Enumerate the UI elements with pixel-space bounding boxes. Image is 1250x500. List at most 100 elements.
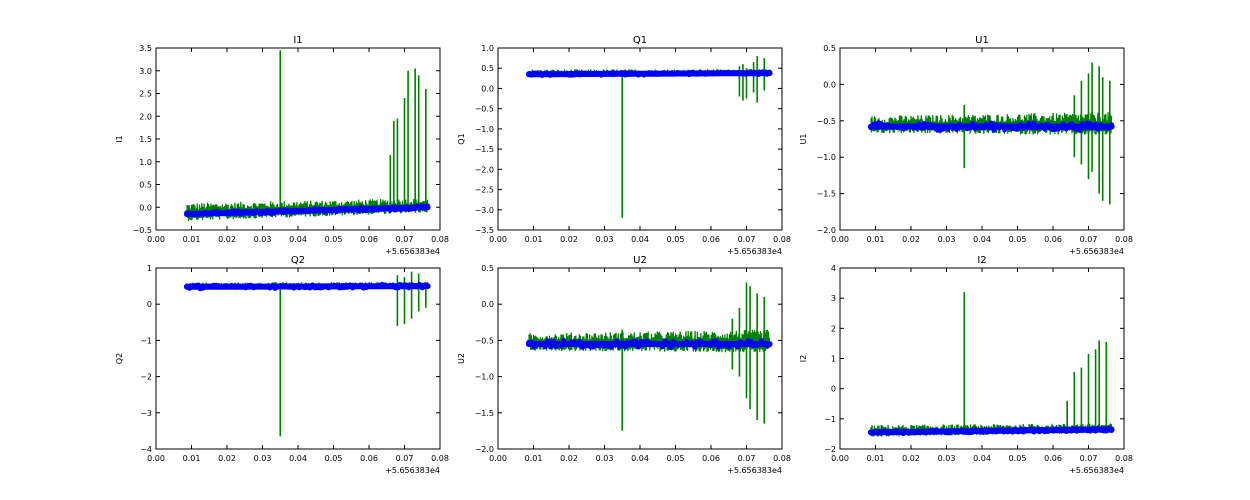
x-tick-label: 0.00 xyxy=(147,235,165,244)
x-tick-label: 0.02 xyxy=(902,454,920,463)
marker xyxy=(590,344,596,350)
subplot-u1: 0.00 0.01 0.02 0.03 0.04 0.05 0.06 0.07 0.08 −2.0… xyxy=(799,35,1133,256)
y-tick-label: −1.5 xyxy=(817,190,836,199)
x-tick-label: 0.04 xyxy=(973,454,991,463)
marker xyxy=(708,343,714,349)
x-tick-label: 0.05 xyxy=(1009,454,1027,463)
x-tick-label: 0.00 xyxy=(489,454,507,463)
marker xyxy=(1026,120,1032,126)
y-tick-label: −1.0 xyxy=(475,125,494,134)
x-tick-label: 0.05 xyxy=(1009,235,1027,244)
marker xyxy=(558,343,564,349)
y-tick-label: −2 xyxy=(824,445,836,454)
y-tick-label: 0 xyxy=(147,300,152,309)
y-tick-label: −0.5 xyxy=(133,226,152,235)
y-tick-label: 3.0 xyxy=(139,67,152,76)
x-tick-label: 0.03 xyxy=(596,235,614,244)
x-tick-label: 0.00 xyxy=(489,235,507,244)
plot-area xyxy=(183,271,431,437)
y-tick-label: 1.0 xyxy=(139,158,152,167)
x-offset-label: +5.656383e4 xyxy=(727,247,782,256)
x-tick-label: 0.02 xyxy=(218,235,236,244)
x-tick-label: 0.07 xyxy=(396,235,414,244)
x-tick-label: 0.03 xyxy=(938,454,956,463)
y-tick-label: 2.0 xyxy=(139,112,152,121)
y-tick-label: 0.5 xyxy=(481,64,494,73)
marker xyxy=(622,344,628,350)
marker xyxy=(619,340,626,346)
subplot-title: U2 xyxy=(633,255,647,266)
plot-area xyxy=(525,282,773,431)
subplot-q2: 0.00 0.01 0.02 0.03 0.04 0.05 0.06 0.07 0.08 −4 −3… xyxy=(115,255,449,475)
marker xyxy=(991,127,997,133)
y-tick-label: 4 xyxy=(831,264,836,273)
subplot-i1: 0.00 0.01 0.02 0.03 0.04 0.05 0.06 0.07 0.08 −0.5… xyxy=(115,35,449,256)
x-tick-label: 0.00 xyxy=(147,454,165,463)
y-tick-label: 0.0 xyxy=(823,80,836,89)
x-offset-label: +5.656383e4 xyxy=(727,466,782,475)
subplot-title: U1 xyxy=(975,35,989,46)
x-tick-label: 0.03 xyxy=(938,235,956,244)
marker xyxy=(195,282,201,288)
y-axis-label: Q2 xyxy=(115,353,124,364)
marker xyxy=(988,120,994,126)
x-tick-label: 0.07 xyxy=(1080,235,1098,244)
marker xyxy=(1031,120,1037,126)
x-tick-label: 0.08 xyxy=(1115,454,1133,463)
marker xyxy=(742,341,749,347)
x-offset-label: +5.656383e4 xyxy=(1069,247,1124,256)
y-tick-label: −1.0 xyxy=(817,153,836,162)
x-tick-label: 0.00 xyxy=(831,454,849,463)
x-tick-label: 0.02 xyxy=(902,235,920,244)
marker xyxy=(635,344,642,350)
y-tick-label: −4 xyxy=(140,445,152,454)
marker xyxy=(1109,122,1115,128)
x-tick-label: 0.08 xyxy=(431,454,449,463)
y-tick-label: −2.0 xyxy=(817,226,836,235)
marker xyxy=(1060,121,1066,127)
marker xyxy=(689,340,695,346)
x-tick-label: 0.03 xyxy=(254,235,272,244)
marker xyxy=(425,283,431,289)
x-tick-label: 0.04 xyxy=(631,235,649,244)
y-tick-label: 0.5 xyxy=(823,44,836,53)
x-offset-label: +5.656383e4 xyxy=(385,466,440,475)
marker xyxy=(1002,127,1008,133)
x-tick-label: 0.07 xyxy=(738,235,756,244)
y-tick-label: 1 xyxy=(147,264,152,273)
y-tick-label: −0.5 xyxy=(817,117,836,126)
x-tick-label: 0.06 xyxy=(702,235,720,244)
marker xyxy=(1042,126,1048,132)
marker xyxy=(529,339,535,345)
series-line xyxy=(186,198,429,221)
x-tick-label: 0.06 xyxy=(360,454,378,463)
x-tick-label: 0.07 xyxy=(738,454,756,463)
marker xyxy=(1015,126,1021,132)
x-tick-label: 0.01 xyxy=(867,454,885,463)
marker xyxy=(668,344,674,350)
marker xyxy=(1079,121,1085,127)
y-axis-label: Q1 xyxy=(457,133,466,144)
marker xyxy=(577,338,583,345)
x-tick-label: 0.03 xyxy=(596,454,614,463)
y-axis-label: I1 xyxy=(115,135,124,142)
y-tick-label: −2.0 xyxy=(475,165,494,174)
marker xyxy=(1087,121,1093,127)
y-axis-label: U1 xyxy=(799,134,808,145)
marker xyxy=(916,121,922,127)
x-tick-label: 0.06 xyxy=(1044,454,1062,463)
marker xyxy=(660,343,666,350)
marker xyxy=(980,125,986,131)
marker xyxy=(1090,125,1096,131)
y-axis-label: U2 xyxy=(457,353,466,364)
marker xyxy=(425,203,431,209)
x-tick-label: 0.05 xyxy=(667,235,685,244)
y-tick-label: −2 xyxy=(140,373,152,382)
x-tick-label: 0.07 xyxy=(396,454,414,463)
x-tick-label: 0.02 xyxy=(560,235,578,244)
marker xyxy=(614,338,620,344)
subplot-title: Q1 xyxy=(633,35,647,46)
x-tick-label: 0.02 xyxy=(560,454,578,463)
x-tick-label: 0.01 xyxy=(183,235,201,244)
x-tick-label: 0.06 xyxy=(1044,235,1062,244)
